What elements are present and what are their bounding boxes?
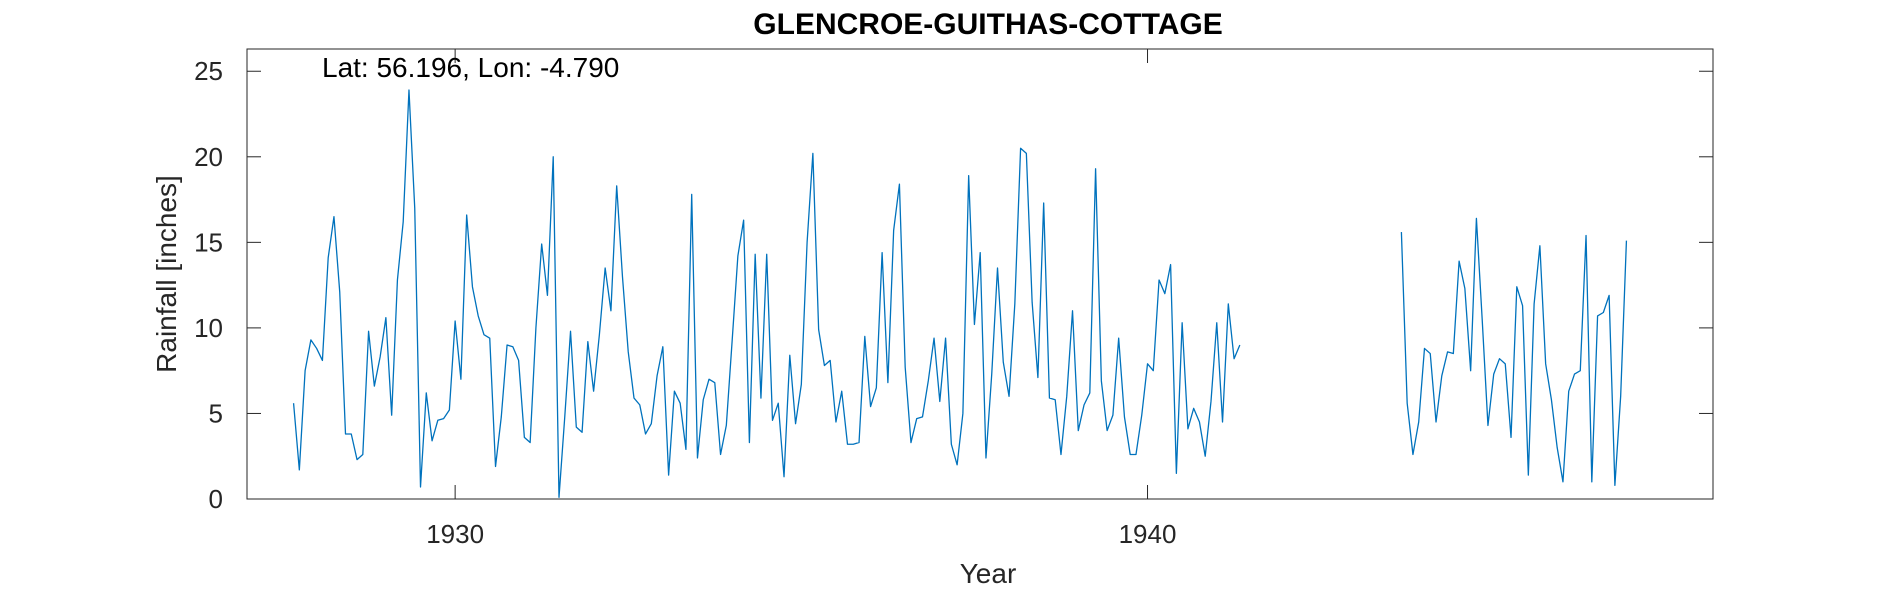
y-tick-label: 5 bbox=[209, 398, 223, 428]
y-tick-label: 15 bbox=[194, 227, 223, 257]
y-tick-label: 25 bbox=[194, 56, 223, 86]
y-axis-label: Rainfall [inches] bbox=[151, 175, 182, 373]
axis-ticks bbox=[247, 49, 1713, 500]
x-axis-label: Year bbox=[960, 558, 1017, 589]
plot-area-frame bbox=[246, 48, 1714, 500]
location-annotation: Lat: 56.196, Lon: -4.790 bbox=[322, 52, 619, 83]
series-group bbox=[292, 89, 1628, 498]
rainfall-series-line-2 bbox=[1400, 217, 1628, 486]
chart-title: GLENCROE-GUITHAS-COTTAGE bbox=[753, 8, 1222, 41]
y-tick-label: 0 bbox=[209, 484, 223, 514]
rainfall-series-line-1 bbox=[292, 89, 1241, 498]
tick-labels: 0 5 10 15 20 25 1930 1940 bbox=[194, 56, 1176, 549]
x-tick-label: 1930 bbox=[426, 519, 484, 549]
y-tick-label: 10 bbox=[194, 313, 223, 343]
y-tick-label: 20 bbox=[194, 142, 223, 172]
x-tick-label: 1940 bbox=[1119, 519, 1177, 549]
